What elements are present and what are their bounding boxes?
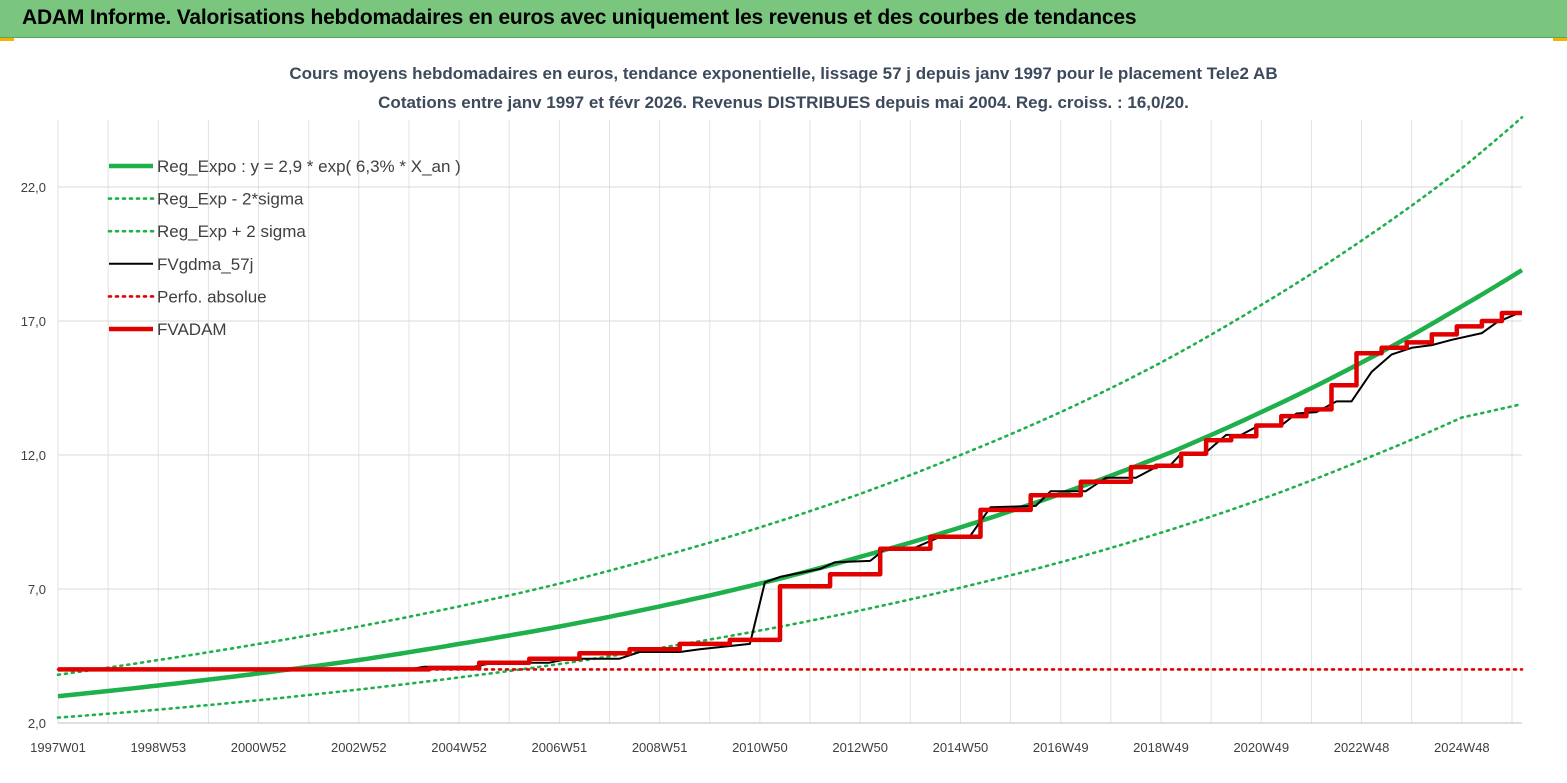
- series-line: [57, 268, 1524, 699]
- x-tick-label: 2010W50: [732, 740, 788, 755]
- plot-grid: [57, 120, 1522, 724]
- x-tick-label: 2008W51: [632, 740, 688, 755]
- corner-marker-left: [0, 38, 14, 41]
- x-tick-label: 2024W48: [1434, 740, 1490, 755]
- x-tick-label: 2020W49: [1233, 740, 1289, 755]
- header-banner: ADAM Informe. Valorisations hebdomadaire…: [0, 0, 1567, 38]
- plot-series: [56, 116, 1524, 719]
- series-line: [58, 310, 1522, 672]
- legend-label: Reg_Expo : y = 2,9 * exp( 6,3% * X_an ): [157, 157, 461, 176]
- chart-subtitle: Cotations entre janv 1997 et févr 2026. …: [378, 93, 1189, 112]
- legend-label: FVADAM: [157, 320, 227, 339]
- y-axis-tick-labels: 2,0 7,0 12,0 17,0 22,0: [21, 180, 46, 731]
- x-tick-label: 2022W48: [1334, 740, 1390, 755]
- x-axis-tick-labels: 1997W01 1998W53 2000W52 2002W52 2004W52 2006W…: [30, 740, 1489, 755]
- y-tick-label: 7,0: [28, 582, 46, 597]
- series-line: [58, 310, 1523, 671]
- legend-label: FVgdma_57j: [157, 255, 253, 274]
- chart-legend: Reg_Expo : y = 2,9 * exp( 6,3% * X_an ) R…: [107, 157, 461, 339]
- y-tick-label: 12,0: [21, 448, 46, 463]
- x-tick-label: 2006W51: [532, 740, 588, 755]
- page-title: ADAM Informe. Valorisations hebdomadaire…: [22, 6, 1137, 29]
- series-line: [56, 402, 1524, 719]
- corner-marker-right: [1553, 38, 1567, 41]
- y-tick-label: 17,0: [21, 314, 46, 329]
- x-tick-label: 1998W53: [130, 740, 186, 755]
- x-tick-label: 2016W49: [1033, 740, 1089, 755]
- x-tick-label: 2018W49: [1133, 740, 1189, 755]
- x-tick-label: 2004W52: [431, 740, 487, 755]
- x-tick-label: 1997W01: [30, 740, 86, 755]
- x-tick-label: 2002W52: [331, 740, 387, 755]
- x-tick-label: 2014W50: [933, 740, 989, 755]
- y-tick-label: 2,0: [28, 716, 46, 731]
- y-tick-label: 22,0: [21, 180, 46, 195]
- chart-title: Cours moyens hebdomadaires en euros, ten…: [289, 64, 1278, 83]
- x-tick-label: 2012W50: [832, 740, 888, 755]
- legend-label: Perfo. absolue: [157, 287, 267, 306]
- legend-label: Reg_Exp - 2*sigma: [157, 190, 304, 209]
- x-tick-label: 2000W52: [231, 740, 287, 755]
- series-line: [56, 116, 1524, 677]
- legend-label: Reg_Exp + 2 sigma: [157, 222, 306, 241]
